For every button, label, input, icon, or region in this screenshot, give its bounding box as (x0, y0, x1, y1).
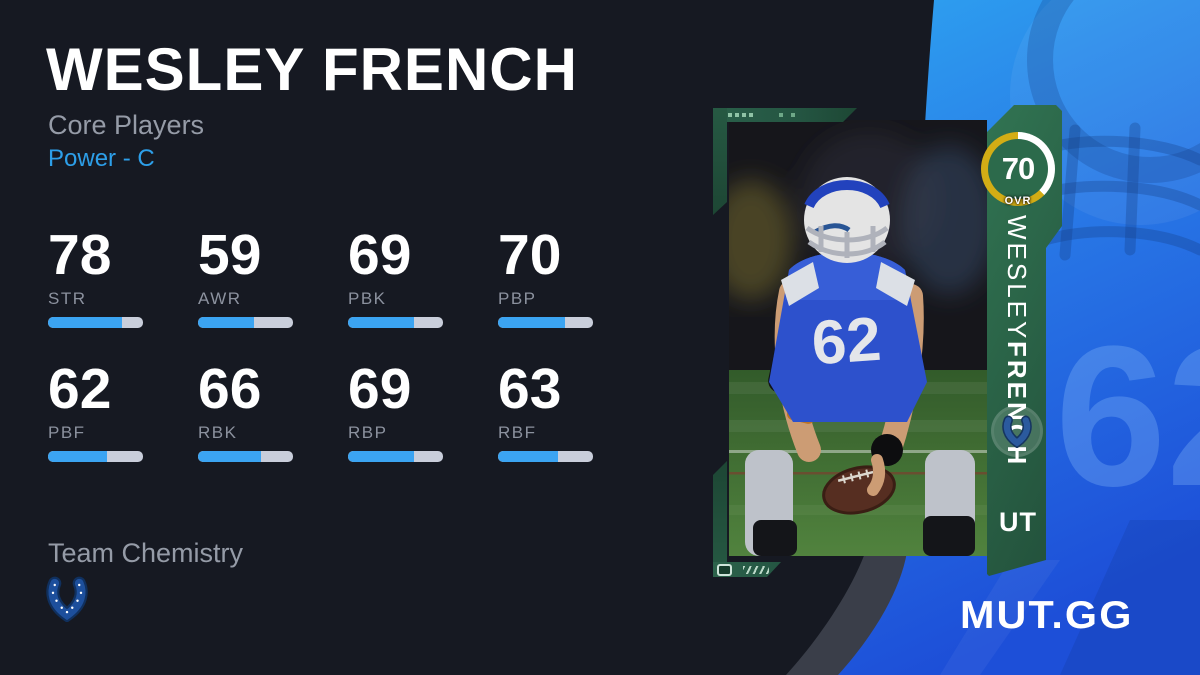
card-player-name: WESLEY FRENCH (985, 215, 1049, 468)
stat-cell-str: 78 STR (48, 226, 198, 360)
stat-label: PBF (48, 423, 86, 443)
stat-bar (48, 317, 143, 329)
colts-horseshoe-icon (46, 576, 88, 627)
stat-bar (498, 317, 593, 329)
stat-bar (198, 451, 293, 463)
stat-cell-pbk: 69 PBK (348, 226, 498, 360)
stat-cell-rbk: 66 RBK (198, 360, 348, 494)
stat-cell-pbp: 70 PBP (498, 226, 648, 360)
stat-label: RBP (348, 423, 388, 443)
stat-bar-fill (498, 451, 558, 463)
stat-bar-fill (48, 317, 123, 329)
card-team-badge (991, 405, 1043, 457)
archetype-position: Power - C (48, 145, 155, 172)
stat-value: 59 (198, 223, 262, 287)
stat-bar (48, 451, 143, 463)
colts-horseshoe-icon (1002, 415, 1032, 448)
card-frame-top-left (713, 108, 727, 215)
bg-watermark-number: 62 (1055, 305, 1200, 528)
player-card: 62 70 (713, 103, 1065, 581)
stat-bar (198, 317, 293, 329)
bg-faded-player-image: 62 (940, 0, 1200, 675)
stat-value: 66 (198, 357, 262, 421)
card-frame-badge (717, 564, 732, 576)
stat-value: 70 (498, 223, 562, 287)
stat-bar-fill (48, 451, 107, 463)
stat-label: STR (48, 289, 87, 309)
team-chemistry-heading: Team Chemistry (48, 538, 244, 568)
card-frame-bottom-left (713, 461, 727, 577)
stat-bar-fill (348, 317, 414, 329)
card-frame-hatch-marks (743, 566, 769, 574)
stat-value: 63 (498, 357, 562, 421)
card-program-tag: UT (999, 507, 1037, 537)
card-frame-top-bar (713, 108, 857, 122)
stat-label: PBP (498, 289, 537, 309)
stat-label: AWR (198, 289, 242, 309)
site-logo: MUT.GG (960, 594, 1134, 637)
stat-bar-fill (198, 451, 261, 463)
stat-cell-rbf: 63 RBF (498, 360, 648, 494)
stat-label: PBK (348, 289, 387, 309)
stat-bar (348, 451, 443, 463)
stat-cell-rbp: 69 RBP (348, 360, 498, 494)
card-first-name: WESLEY (1002, 215, 1033, 342)
stat-grid: 78 STR 59 AWR 69 PBK 70 PBP 62 PBF 66 RB… (48, 226, 648, 494)
page-title: WESLEY FRENCH (46, 36, 578, 103)
stat-bar-fill (198, 317, 255, 329)
jersey-number: 62 (810, 305, 884, 379)
ovr-label: OVR (1004, 195, 1032, 207)
stat-label: RBF (498, 423, 537, 443)
stat-label: RBK (198, 423, 238, 443)
stat-value: 62 (48, 357, 112, 421)
program-name: Core Players (48, 110, 205, 140)
stat-cell-pbf: 62 PBF (48, 360, 198, 494)
stat-cell-awr: 59 AWR (198, 226, 348, 360)
stat-bar (348, 317, 443, 329)
stat-value: 69 (348, 357, 412, 421)
stat-bar-fill (498, 317, 565, 329)
ovr-value: 70 (1001, 151, 1035, 186)
player-photo: 62 (729, 120, 987, 556)
stat-bar (498, 451, 593, 463)
stat-value: 78 (48, 223, 112, 287)
ovr-ring-hole: 70 (988, 139, 1048, 199)
ovr-ring: 70 (981, 132, 1055, 206)
stat-value: 69 (348, 223, 412, 287)
stat-bar-fill (348, 451, 414, 463)
